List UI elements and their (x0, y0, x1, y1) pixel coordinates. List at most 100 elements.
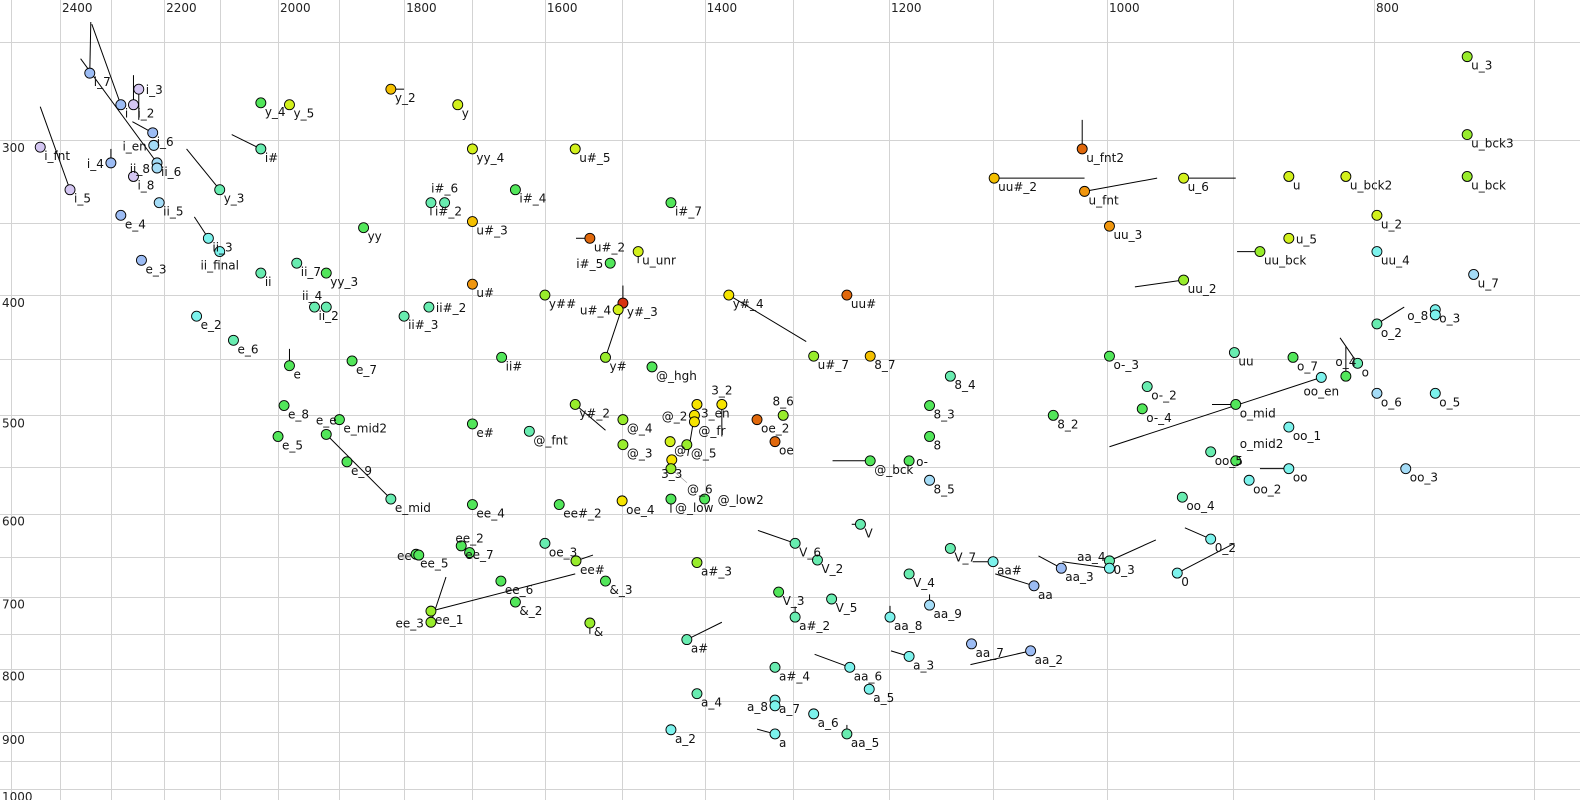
point-label: 0 (1181, 575, 1189, 589)
point-label: e (293, 368, 300, 382)
point-label: u#_7 (818, 358, 849, 372)
point-label: i# (265, 151, 278, 165)
point-label: V_7 (954, 550, 976, 564)
data-point (616, 495, 628, 507)
data-point (133, 83, 145, 95)
data-point (1287, 351, 1299, 363)
point-label: ii_7 (301, 265, 321, 279)
point-label: ee_2 (455, 532, 483, 546)
data-point (413, 549, 425, 561)
trajectory-line (574, 404, 606, 431)
data-point (777, 409, 789, 421)
point-label: ii# (506, 359, 523, 373)
trajectory-line (1109, 376, 1322, 448)
data-point (425, 197, 437, 209)
y-tick-label: 500 (2, 416, 25, 430)
point-label: ee_6 (505, 583, 533, 597)
data-point (789, 537, 801, 549)
data-point (769, 661, 781, 673)
point-label: o_mid2 (1240, 437, 1284, 451)
point-label: V (864, 526, 873, 540)
point-label: 0_2 (1215, 541, 1236, 555)
point-label: u# (476, 286, 494, 300)
point-label: e_5 (282, 438, 303, 452)
data-point (539, 537, 551, 549)
data-point (148, 139, 160, 151)
point-label: & (594, 625, 603, 639)
point-label: u_6 (1188, 180, 1209, 194)
data-point (214, 184, 226, 196)
data-point (584, 232, 596, 244)
point-label: a_7 (779, 702, 800, 716)
data-point (769, 700, 781, 712)
data-point (570, 555, 582, 567)
y-tick-label: 600 (2, 515, 25, 529)
data-point (439, 197, 451, 209)
point-label: oo_en (1303, 384, 1339, 398)
data-point (1461, 129, 1473, 141)
point-label: ii_final (200, 259, 239, 273)
point-label: y#_4 (733, 297, 764, 311)
point-label: o-_2 (1151, 389, 1177, 403)
point-label: uu_3 (1113, 228, 1142, 242)
point-label: aa_8 (894, 619, 922, 633)
point-label: oo_5 (1215, 454, 1243, 468)
data-point (664, 436, 676, 448)
point-label: uu (1238, 355, 1253, 369)
data-point (105, 157, 117, 169)
data-point (944, 542, 956, 554)
data-point (425, 605, 437, 617)
point-label: y_4 (265, 105, 286, 119)
data-point (944, 370, 956, 382)
point-label: oe (779, 444, 794, 458)
point-label: e_mid2 (343, 422, 387, 436)
point-label: ee_1 (435, 613, 463, 627)
data-point (1429, 309, 1441, 321)
data-point (854, 518, 866, 530)
point-label: @_fnt (533, 433, 568, 447)
trajectory-line (995, 573, 1035, 587)
data-point (278, 400, 290, 411)
data-point (1176, 491, 1188, 503)
point-label: ii_6 (161, 165, 181, 179)
data-point (509, 596, 521, 608)
y-tick-label: 400 (2, 296, 25, 310)
point-label: ee# (580, 563, 605, 577)
data-point (769, 728, 781, 740)
point-label: 8_6 (773, 394, 794, 408)
point-label: @_5 (691, 447, 717, 461)
data-point (34, 141, 46, 153)
data-point (425, 616, 437, 628)
point-label: oo (1293, 471, 1308, 485)
point-label: oe_2 (761, 422, 789, 436)
data-point (423, 301, 435, 313)
point-label: y#_2 (579, 406, 610, 420)
data-point (604, 257, 616, 269)
point-label: y (462, 107, 469, 121)
point-label: e_8 (288, 408, 309, 422)
point-label: u_bck (1471, 178, 1506, 192)
data-point (64, 184, 76, 196)
point-label: ii_8 (130, 162, 150, 176)
point-label: @_2 (662, 409, 688, 423)
trajectory-line (1084, 177, 1158, 192)
point-label: ee_7 (465, 548, 493, 562)
data-point (1076, 143, 1088, 155)
trajectory-line (186, 148, 221, 191)
x-tick-label: 2000 (280, 1, 311, 15)
x-tick-label: 1400 (707, 1, 738, 15)
point-label: ii#_3 (408, 318, 438, 332)
data-point (202, 232, 214, 244)
x-tick-label: 1200 (891, 1, 922, 15)
point-label: uu_2 (1188, 282, 1217, 296)
point-label: o-_4 (1146, 411, 1172, 425)
data-point (924, 431, 936, 442)
data-point (466, 143, 478, 155)
data-point (398, 310, 410, 322)
point-label: aa_7 (976, 646, 1004, 660)
point-label: i#_4 (519, 192, 546, 206)
point-label: o_2 (1381, 326, 1402, 340)
data-point (1104, 350, 1115, 362)
point-label: ee (397, 549, 412, 563)
